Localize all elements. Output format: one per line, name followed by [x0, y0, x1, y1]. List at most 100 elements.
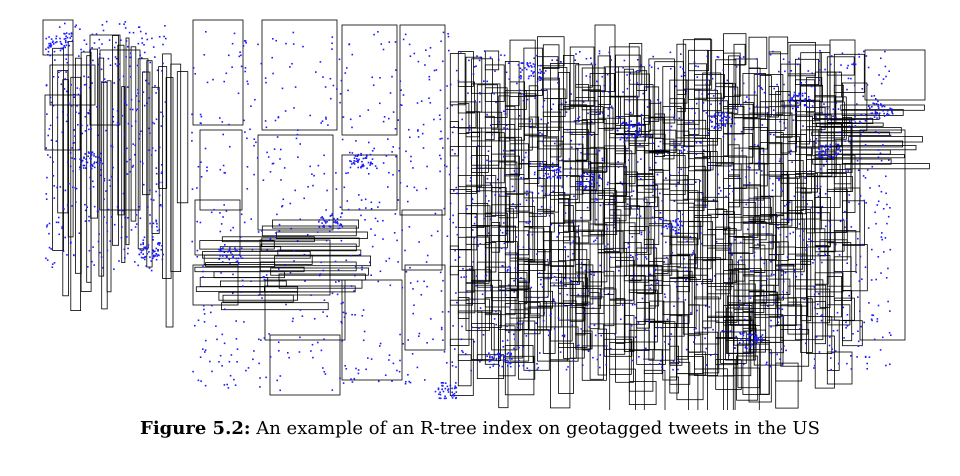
rtree-node-box — [648, 280, 660, 307]
tweet-point — [498, 364, 500, 367]
tweet-point — [593, 324, 596, 327]
tweet-point — [779, 233, 782, 236]
tweet-point — [204, 384, 207, 387]
tweet-point — [832, 351, 834, 354]
tweet-point — [471, 198, 474, 201]
tweet-point — [592, 356, 594, 359]
tweet-point — [366, 167, 368, 170]
tweet-point — [887, 215, 890, 218]
tweet-point — [718, 124, 720, 127]
tweet-point — [139, 54, 141, 57]
tweet-point — [674, 146, 676, 148]
tweet-point — [48, 36, 50, 38]
tweet-point — [640, 113, 643, 116]
tweet-point — [625, 123, 627, 125]
tweet-point — [471, 197, 473, 200]
tweet-point — [587, 350, 590, 352]
tweet-point — [442, 60, 444, 63]
tweet-point — [603, 355, 606, 357]
tweet-point — [335, 172, 337, 174]
tweet-point — [517, 64, 520, 66]
tweet-point — [755, 172, 758, 174]
tweet-point — [451, 104, 453, 107]
tweet-point — [726, 115, 729, 117]
tweet-point — [267, 156, 270, 158]
tweet-point — [801, 273, 803, 276]
tweet-point — [746, 184, 748, 186]
tweet-point — [439, 154, 441, 157]
tweet-point — [71, 39, 74, 42]
tweet-point — [598, 175, 601, 178]
tweet-point — [854, 115, 856, 118]
rtree-node-box — [575, 306, 586, 336]
tweet-point — [582, 174, 585, 177]
tweet-point — [559, 292, 561, 295]
tweet-point — [160, 204, 162, 206]
tweet-point — [371, 245, 374, 248]
tweet-point — [108, 179, 111, 181]
tweet-point — [331, 42, 333, 45]
tweet-point — [529, 62, 531, 64]
tweet-point — [83, 157, 85, 159]
tweet-point — [539, 164, 541, 167]
tweet-point — [363, 330, 366, 333]
tweet-point — [552, 190, 554, 193]
tweet-point — [890, 334, 892, 336]
rtree-node-box — [341, 154, 398, 211]
tweet-point — [838, 71, 841, 73]
rtree-node-box — [457, 354, 472, 387]
tweet-point — [711, 77, 714, 80]
rtree-node-box — [742, 184, 762, 216]
tweet-point — [686, 240, 688, 243]
tweet-point — [323, 226, 325, 229]
tweet-point — [360, 166, 362, 169]
tweet-point — [570, 280, 573, 282]
tweet-point — [59, 186, 62, 188]
tweet-point — [722, 119, 725, 121]
tweet-point — [715, 122, 718, 125]
tweet-point — [847, 324, 849, 327]
tweet-point — [311, 173, 313, 175]
tweet-point — [405, 381, 407, 383]
rtree-node-box — [401, 209, 443, 271]
rtree-node-box — [662, 138, 675, 160]
tweet-point — [451, 397, 454, 399]
tweet-point — [539, 79, 541, 81]
tweet-point — [803, 99, 806, 101]
tweet-point — [439, 393, 442, 396]
tweet-point — [511, 358, 513, 360]
tweet-point — [635, 123, 638, 126]
tweet-point — [799, 96, 802, 99]
tweet-point — [635, 254, 638, 256]
tweet-point — [874, 112, 877, 114]
tweet-point — [742, 363, 745, 365]
tweet-point — [143, 71, 145, 73]
tweet-point — [806, 106, 809, 108]
tweet-point — [292, 317, 294, 320]
tweet-point — [45, 147, 47, 149]
tweet-point — [543, 72, 545, 74]
tweet-point — [885, 277, 888, 279]
tweet-point — [678, 171, 680, 174]
tweet-point — [517, 326, 519, 329]
tweet-point — [809, 138, 811, 141]
tweet-point — [588, 181, 591, 183]
tweet-point — [342, 382, 345, 384]
tweet-point — [637, 134, 640, 136]
rtree-node-box — [654, 138, 665, 157]
tweet-point — [744, 346, 747, 349]
rtree-node-box — [662, 301, 685, 337]
tweet-point — [398, 170, 400, 172]
tweet-point — [626, 123, 629, 126]
tweet-point — [888, 70, 890, 72]
tweet-point — [152, 257, 154, 260]
tweet-point — [634, 316, 637, 319]
tweet-point — [73, 254, 75, 256]
tweet-point — [259, 377, 261, 379]
tweet-point — [377, 31, 379, 33]
rtree-node-box — [669, 175, 689, 201]
tweet-point — [631, 135, 633, 137]
tweet-point — [513, 347, 515, 350]
tweet-point — [78, 112, 80, 115]
tweet-point — [799, 94, 802, 96]
